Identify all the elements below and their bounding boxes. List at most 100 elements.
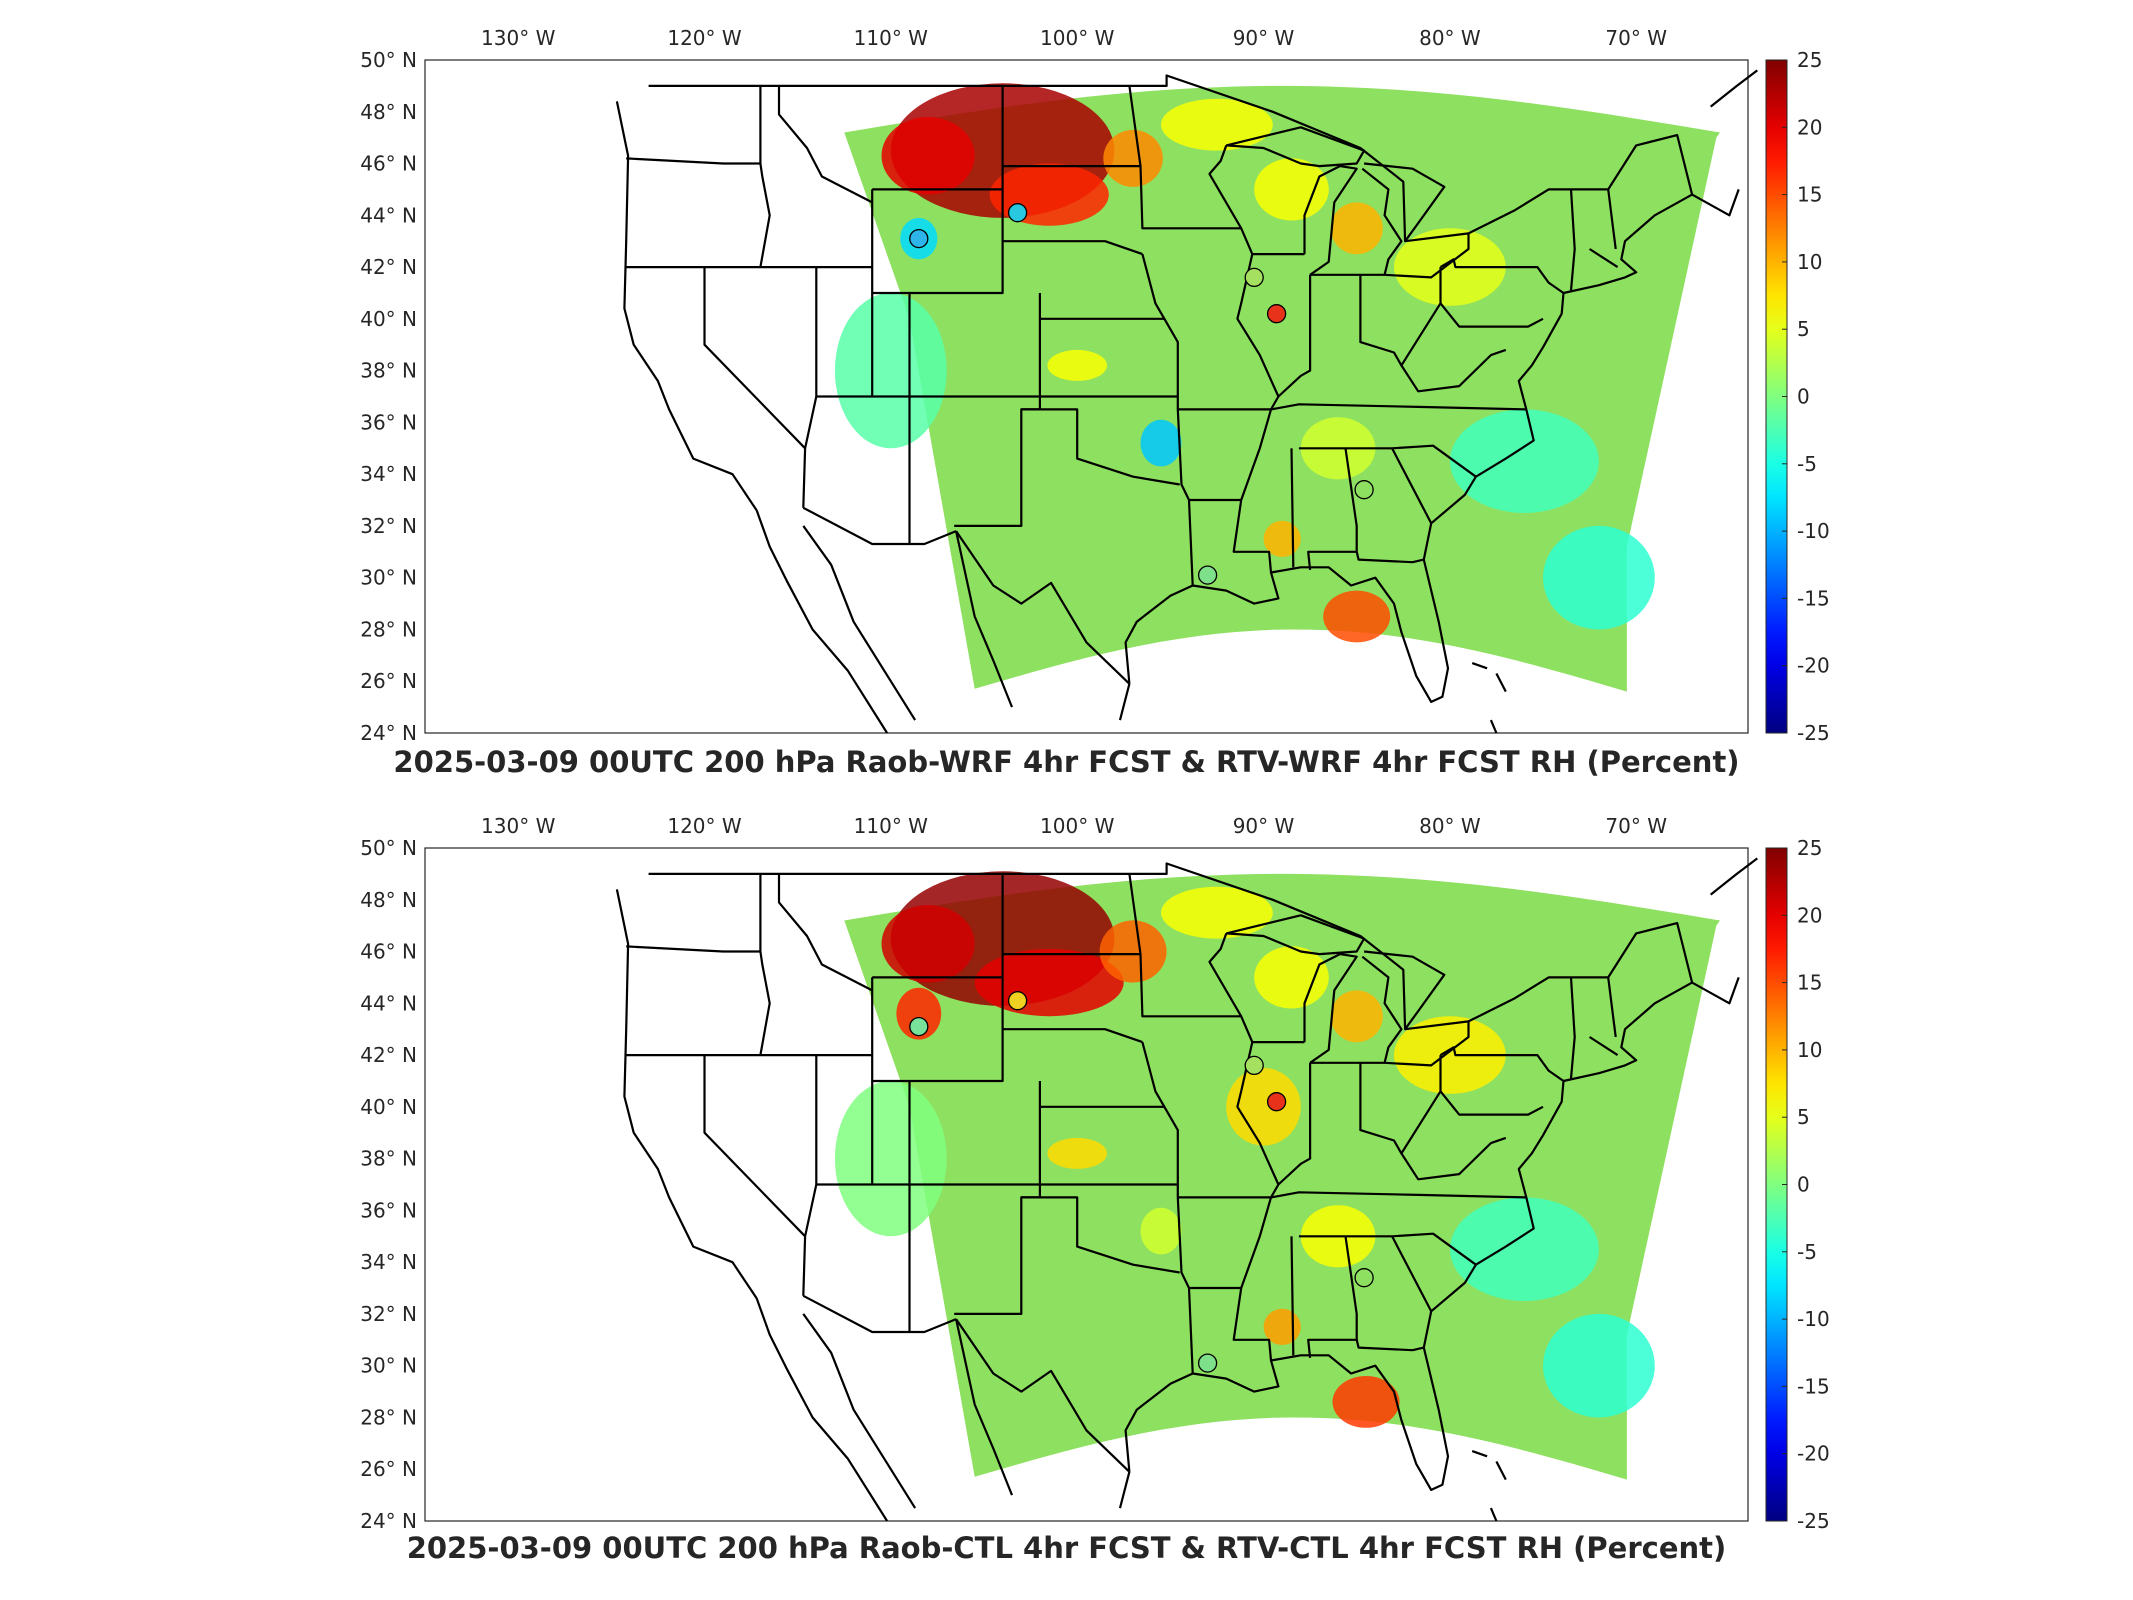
latitude-tick-label: 48° N <box>360 100 417 124</box>
longitude-tick-label: 100° W <box>1040 26 1115 50</box>
anomaly-patch <box>1226 1068 1301 1146</box>
swath-background <box>844 873 1720 1480</box>
boundary-line <box>1290 1236 1295 1356</box>
anomaly-patch <box>881 117 975 195</box>
anomaly-patch <box>1161 98 1273 151</box>
longitude-tick-label: 90° W <box>1233 26 1295 50</box>
anomaly-patch <box>1449 409 1599 513</box>
boundary-line <box>802 1313 917 1509</box>
anomaly-patch <box>989 163 1109 226</box>
anomaly-patch <box>834 1080 947 1237</box>
boundary-line <box>777 873 873 992</box>
boundary-line <box>1495 672 1507 693</box>
raob-station-marker[interactable] <box>1007 203 1028 223</box>
boundary-line <box>615 101 758 512</box>
colorbar-tick-label: -25 <box>1797 721 1830 745</box>
panel-title: 2025-03-09 00UTC 200 hPa Raob-WRF 4hr FC… <box>393 745 1740 779</box>
anomaly-patch <box>1263 1308 1301 1345</box>
boundary-line <box>1124 193 1693 703</box>
rh-difference-field <box>834 83 1720 692</box>
latitude-tick-label: 30° N <box>360 1354 417 1378</box>
colorbar-tick-label: 0 <box>1797 385 1810 409</box>
state-boundaries <box>615 69 1758 734</box>
colorbar-tick-label: 10 <box>1797 1038 1822 1062</box>
colorbar-tick-label: -5 <box>1797 1240 1817 1264</box>
colorbar-tick-label: 25 <box>1797 48 1822 72</box>
latitude-tick-label: 24° N <box>360 721 417 745</box>
longitude-tick-label: 80° W <box>1419 814 1481 838</box>
raob-station-marker[interactable] <box>1266 1092 1287 1112</box>
anomaly-patch <box>1099 920 1167 983</box>
boundary-line <box>1270 403 1527 411</box>
boundary-line <box>802 525 917 721</box>
raob-station-marker[interactable] <box>1266 304 1287 324</box>
colorbar-tick-label: 0 <box>1797 1173 1810 1197</box>
latitude-tick-label: 40° N <box>360 307 417 331</box>
latitude-tick-label: 36° N <box>360 1198 417 1222</box>
boundary-line <box>802 1294 957 1334</box>
boundary-line <box>1021 1196 1180 1274</box>
boundary-line <box>1359 1055 1442 1155</box>
raob-station-marker[interactable] <box>1197 1353 1218 1373</box>
boundary-line <box>1607 977 1617 1038</box>
boundary-line <box>955 530 1014 708</box>
raob-station-marker[interactable] <box>909 1016 929 1037</box>
boundary-line <box>755 1298 889 1522</box>
boundary-line <box>1439 258 1565 294</box>
boundary-line <box>1391 447 1433 524</box>
colorbar-tick-label: 15 <box>1797 971 1822 995</box>
anomaly-patch <box>1323 590 1391 643</box>
latitude-tick-label: 32° N <box>360 1302 417 1326</box>
rh-difference-field <box>834 871 1720 1480</box>
boundary-line <box>1124 981 1693 1491</box>
raob-station-marker[interactable] <box>909 228 929 249</box>
latitude-tick-label: 50° N <box>360 836 417 860</box>
panel-title: 2025-03-09 00UTC 200 hPa Raob-CTL 4hr FC… <box>406 1531 1727 1565</box>
boundary-line <box>1118 683 1131 721</box>
boundary-line <box>1002 1028 1143 1044</box>
boundary-line <box>1471 662 1488 670</box>
boundary-line <box>1495 1460 1507 1481</box>
raob-station-marker[interactable] <box>1007 991 1028 1011</box>
boundary-line <box>626 945 761 953</box>
raob-station-marker[interactable] <box>1354 480 1374 500</box>
colorbar-tick-label: -10 <box>1797 519 1830 543</box>
raob-station-marker[interactable] <box>1197 565 1218 585</box>
raob-station-marker[interactable] <box>1244 1055 1264 1076</box>
boundary-line <box>1710 69 1758 108</box>
latitude-tick-label: 34° N <box>360 1250 417 1274</box>
longitude-tick-label: 70° W <box>1605 26 1667 50</box>
latitude-tick-label: 46° N <box>360 940 417 964</box>
boundary-line <box>1439 1090 1544 1116</box>
raob-station-marker[interactable] <box>1354 1268 1374 1288</box>
colorbar-tick-label: -25 <box>1797 1509 1830 1533</box>
boundary-line <box>1118 1471 1131 1509</box>
colorbar-tick-label: 10 <box>1797 250 1822 274</box>
anomaly-patch <box>1263 520 1301 558</box>
anomaly-patch <box>881 905 975 983</box>
latitude-tick-label: 30° N <box>360 566 417 590</box>
boundary-line <box>703 267 806 450</box>
colorbar-tick-label: 20 <box>1797 903 1822 927</box>
anomaly-patch <box>1254 946 1329 1009</box>
anomaly-patch <box>1140 419 1182 467</box>
boundary-line <box>759 873 771 1056</box>
map-panel-bottom: 130° W 120° W 110° W 100° W 90° W 80° W 70° W 5… <box>0 788 2133 1588</box>
boundary-line <box>1439 302 1544 328</box>
boundary-line <box>755 510 889 734</box>
boundary-line <box>1569 977 1576 1079</box>
colorbar-tick-label: 15 <box>1797 183 1822 207</box>
latitude-tick-label: 44° N <box>360 203 417 227</box>
latitude-tick-label: 42° N <box>360 255 417 279</box>
boundary-line <box>955 1318 1014 1496</box>
boundary-line <box>1471 1450 1488 1458</box>
map-figure: 130° W 120° W 110° W 100° W 90° W 80° W 70° W 5… <box>360 26 1830 745</box>
swath-background <box>844 85 1720 692</box>
boundary-line <box>1400 1136 1507 1181</box>
boundary-line <box>1589 1036 1619 1057</box>
boundary-line <box>1359 267 1442 367</box>
boundary-line <box>1270 1191 1527 1199</box>
latitude-tick-label: 46° N <box>360 152 417 176</box>
raob-station-marker[interactable] <box>1244 267 1264 288</box>
boundary-line <box>648 74 1694 243</box>
